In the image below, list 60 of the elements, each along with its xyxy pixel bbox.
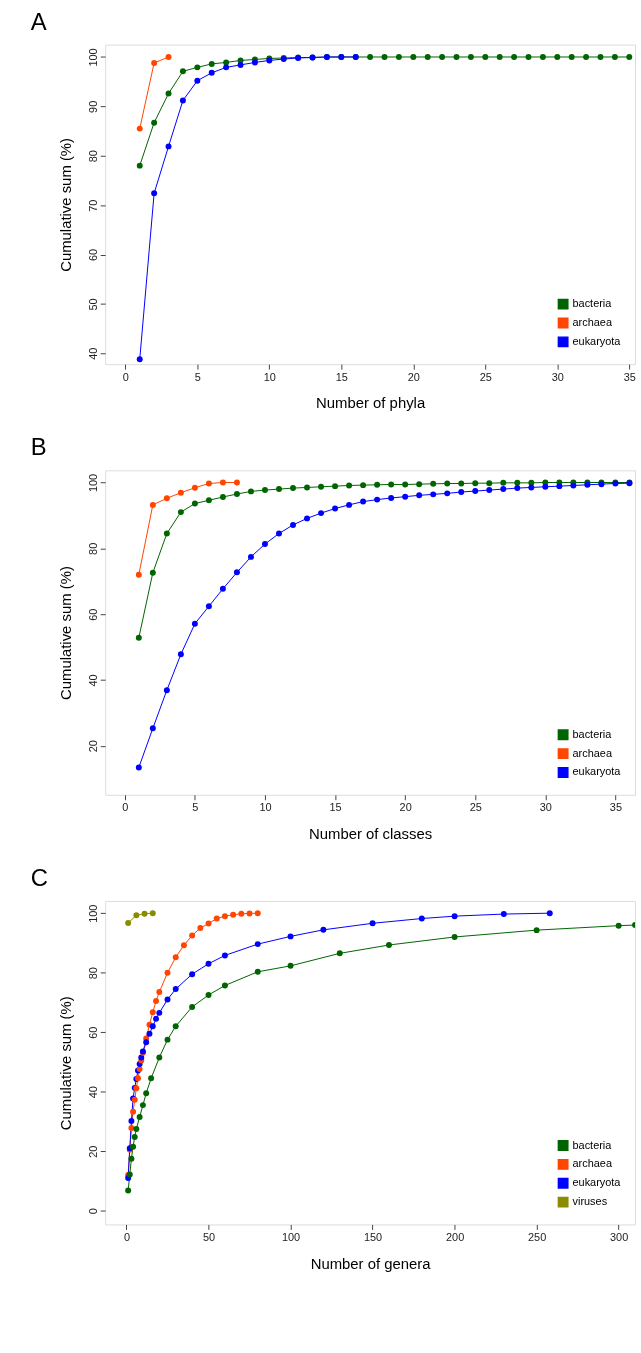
y-tick-label: 0 <box>86 1208 99 1215</box>
x-tick-label: 30 <box>539 801 552 814</box>
x-tick-label: 10 <box>263 370 276 383</box>
x-tick-label: 35 <box>623 370 636 383</box>
y-tick-label: 40 <box>86 1086 99 1099</box>
legend-label: bacteria <box>572 297 613 310</box>
y-tick-label: 100 <box>86 473 99 493</box>
y-tick-label: 40 <box>86 347 99 360</box>
y-tick-label: 60 <box>86 248 99 262</box>
legend-label: bacteria <box>572 1138 613 1151</box>
y-tick-label: 80 <box>86 967 99 980</box>
legend-label: eukaryota <box>572 1176 622 1189</box>
legend-label: eukaryota <box>572 334 622 347</box>
y-tick-label: 80 <box>86 150 99 163</box>
y-tick-label: 20 <box>86 740 99 753</box>
x-tick-label: 150 <box>363 1230 383 1243</box>
y-axis-title: Cumulative sum (%) <box>57 996 74 1131</box>
x-tick-label: 10 <box>259 801 272 814</box>
y-tick-label: 40 <box>86 674 99 687</box>
legend-label: archaea <box>572 1157 613 1170</box>
x-tick-label: 50 <box>202 1230 216 1243</box>
legend-label: viruses <box>572 1195 608 1208</box>
x-tick-label: 300 <box>610 1230 629 1243</box>
x-tick-label: 20 <box>407 370 420 383</box>
y-tick-label: 60 <box>86 1026 99 1039</box>
legend-label: eukaryota <box>572 765 622 778</box>
x-axis-title: Number of classes <box>309 825 433 842</box>
x-tick-label: 15 <box>335 370 348 383</box>
y-tick-label: 90 <box>86 100 99 113</box>
x-tick-label: 20 <box>399 801 412 814</box>
x-axis-title: Number of phyla <box>316 395 426 412</box>
chart-title: B <box>30 433 47 461</box>
x-tick-label: 5 <box>192 801 199 814</box>
x-tick-label: 0 <box>122 801 129 814</box>
x-tick-label: 25 <box>469 801 482 814</box>
x-tick-label: 30 <box>551 370 564 383</box>
chart-title: C <box>30 864 48 892</box>
chart-title: A <box>30 7 47 35</box>
y-tick-label: 50 <box>86 298 99 311</box>
legend-label: archaea <box>572 315 613 328</box>
x-tick-label: 15 <box>329 801 342 814</box>
x-tick-label: 200 <box>445 1230 465 1243</box>
x-tick-label: 0 <box>122 370 129 383</box>
y-tick-label: 100 <box>86 904 99 923</box>
y-axis-title: Cumulative sum (%) <box>57 566 74 701</box>
y-tick-label: 80 <box>86 542 99 555</box>
legend-label: bacteria <box>572 727 613 740</box>
x-axis-title: Number of genera <box>310 1255 432 1272</box>
y-axis-title: Cumulative sum (%) <box>57 137 74 272</box>
x-tick-label: 5 <box>194 370 201 383</box>
x-tick-label: 25 <box>479 370 492 383</box>
x-tick-label: 35 <box>609 801 622 814</box>
x-tick-label: 0 <box>123 1230 131 1243</box>
x-tick-label: 100 <box>281 1230 301 1243</box>
legend-label: archaea <box>572 746 613 759</box>
y-tick-label: 20 <box>86 1145 99 1158</box>
y-tick-label: 100 <box>86 48 99 67</box>
y-tick-label: 70 <box>86 199 99 212</box>
x-tick-label: 250 <box>528 1230 547 1243</box>
y-tick-label: 60 <box>86 608 99 621</box>
